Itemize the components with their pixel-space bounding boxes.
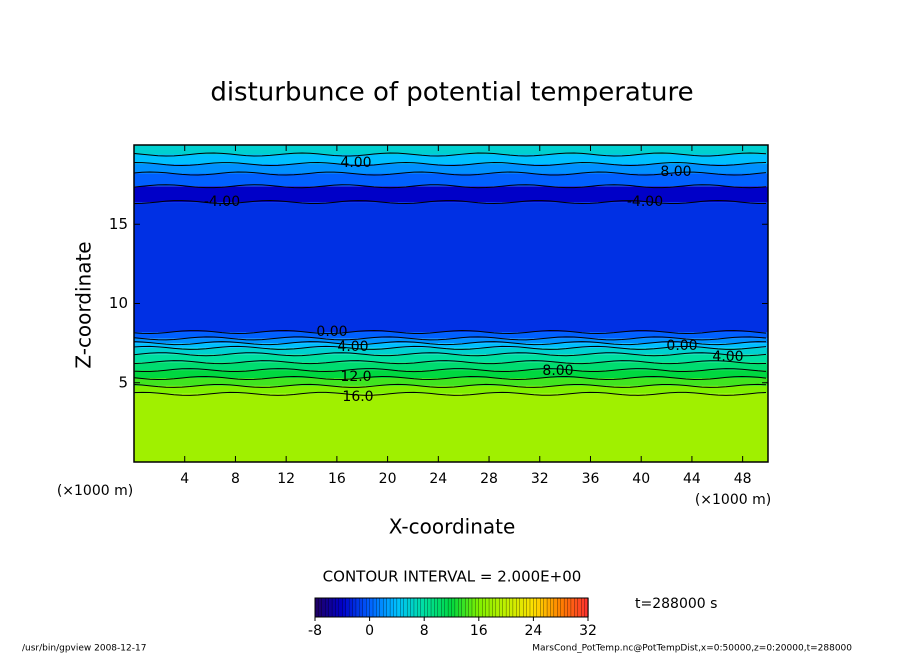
contour-band [134, 154, 768, 165]
contour-line [133, 341, 767, 346]
contour-line [133, 345, 767, 350]
x-tick-label: 12 [277, 471, 295, 487]
x-tick-label: 8 [231, 471, 240, 487]
contour-label: 0.00 [316, 324, 347, 340]
contour-band [134, 164, 768, 174]
contour-label: 12.0 [340, 369, 371, 385]
contour-band [134, 362, 768, 371]
contour-interval: CONTOUR INTERVAL = 2.000E+00 [323, 568, 582, 586]
x-tick-label: 32 [531, 471, 549, 487]
x-tick-label: 36 [582, 471, 600, 487]
contour-label: -4.00 [204, 194, 240, 210]
contour-label: 4.00 [340, 155, 371, 171]
x-tick-label: 24 [429, 471, 447, 487]
contour-line [133, 336, 767, 341]
contour-label: 0.00 [666, 338, 697, 354]
contour-line [133, 200, 767, 205]
contour-line [133, 375, 767, 380]
time-label: t=288000 s [635, 596, 717, 612]
contour-label: 4.00 [712, 349, 743, 365]
contour-band [134, 186, 768, 203]
contour-line [133, 184, 767, 189]
x-unit: (×1000 m) [695, 492, 771, 508]
contour-band [134, 354, 768, 363]
contour-band [134, 338, 768, 344]
contour-band [134, 370, 768, 378]
x-tick-label: 40 [632, 471, 650, 487]
x-unit: (×1000 m) [57, 483, 133, 499]
x-tick-label: 44 [683, 471, 701, 487]
contour-line [133, 162, 767, 167]
contour-label: 16.0 [342, 389, 373, 405]
footer: /usr/bin/gpview 2008-12-17 [22, 644, 146, 654]
contour-band [134, 332, 768, 339]
y-tick-label: 10 [109, 294, 128, 312]
contour-line [133, 360, 767, 365]
contour-label: 8.00 [660, 164, 691, 180]
contour-band [134, 393, 768, 462]
contour-band [134, 377, 768, 386]
contour-line [133, 352, 767, 357]
contour-band [134, 385, 768, 394]
contour-line [133, 368, 767, 373]
contour-line [133, 152, 767, 157]
contour-band [134, 145, 768, 155]
contour-label: -4.00 [627, 194, 663, 210]
contour-band [134, 173, 768, 187]
y-tick-label: 15 [109, 215, 128, 233]
colorbar-tick-label: 0 [365, 623, 374, 639]
colorbar-tick-label: 32 [579, 623, 597, 639]
colorbar-tick-label: 24 [524, 623, 542, 639]
contour-band [134, 347, 768, 355]
contour-label: 8.00 [542, 363, 573, 379]
contour-band [134, 343, 768, 348]
colorbar-tick-label: -8 [308, 623, 322, 639]
contour-line [133, 330, 767, 335]
y-tick-label: 5 [118, 373, 128, 391]
x-tick-label: 16 [328, 471, 346, 487]
contour-label: 4.00 [337, 339, 368, 355]
chart-title: disturbunce of potential temperature [210, 78, 693, 108]
contour-line [133, 383, 767, 388]
colorbar-tick-label: 16 [470, 623, 488, 639]
contour-line [133, 391, 767, 396]
colorbar-frame [314, 597, 589, 618]
x-tick-label: 20 [379, 471, 397, 487]
x-tick-label: 4 [180, 471, 189, 487]
x-axis-label: X-coordinate [389, 515, 516, 539]
contour-line [133, 171, 767, 176]
footer: MarsCond_PotTemp.nc@PotTempDist,x=0:5000… [532, 644, 852, 654]
x-tick-label: 28 [480, 471, 498, 487]
colorbar-tick-label: 8 [420, 623, 429, 639]
y-axis-label: Z-coordinate [72, 241, 96, 368]
x-tick-label: 48 [734, 471, 752, 487]
contour-band [134, 202, 768, 333]
